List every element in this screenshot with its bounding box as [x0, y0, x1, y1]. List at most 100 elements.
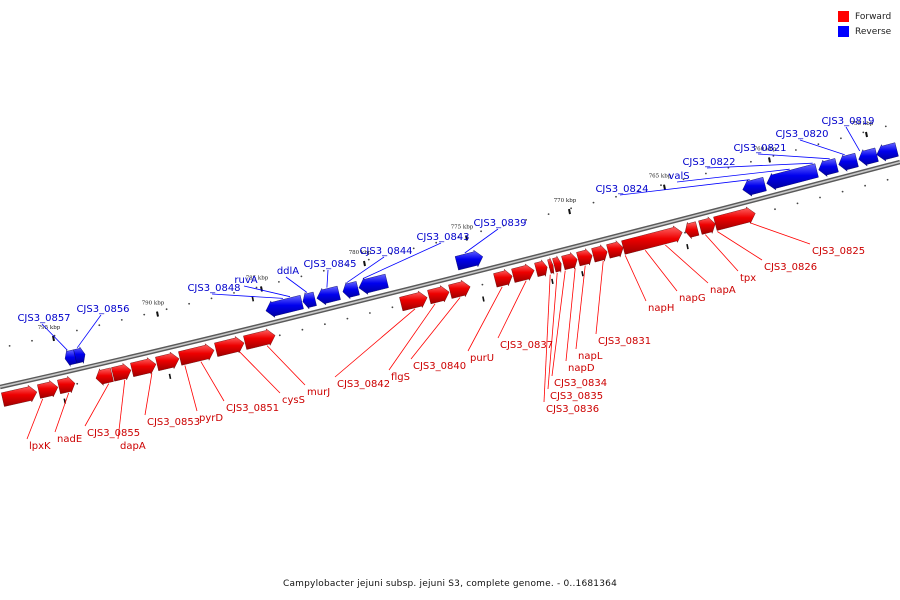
- scale-dot: [233, 292, 235, 294]
- scale-dot: [278, 281, 280, 283]
- gene-forward-14: [427, 285, 450, 305]
- scale-dot: [660, 184, 662, 187]
- scale-dot: [570, 207, 572, 210]
- forward-swatch: [838, 11, 849, 22]
- scale-dot: [143, 313, 146, 316]
- label-napl: napL: [578, 351, 603, 362]
- feature-mark: [551, 278, 554, 285]
- leader-vals: [676, 168, 790, 183]
- gene-forward-2: [685, 221, 700, 239]
- leader-napl: [575, 265, 586, 350]
- gene-reverse-12: [73, 346, 86, 364]
- gene-reverse-6: [454, 249, 484, 271]
- label-cjs3-0824: CJS3_0824: [595, 184, 648, 195]
- label-tpx: tpx: [740, 273, 756, 284]
- gene-forward-0: [713, 206, 756, 231]
- label-lpxk: lpxK: [29, 441, 51, 452]
- legend-reverse: Reverse: [838, 24, 891, 39]
- gene-reverse-0: [876, 142, 899, 162]
- scale-dot: [615, 195, 617, 198]
- scale-dot: [345, 264, 348, 267]
- leader-dapa: [117, 379, 126, 440]
- tick-label-755-kbp: 755 kbp: [851, 121, 874, 127]
- scale-dot: [324, 323, 326, 326]
- leader-cjs3-0839: [464, 228, 499, 254]
- scale-dot: [795, 149, 797, 151]
- label-cjs3-0835: CJS3_0835: [550, 391, 603, 402]
- scale-dot: [817, 143, 820, 146]
- scale-dot: [547, 213, 550, 216]
- gene-forward-21: [111, 362, 132, 382]
- tick-mark: [156, 311, 159, 317]
- leader-nade: [54, 392, 70, 433]
- label-cyss: cysS: [282, 395, 305, 406]
- leader-napd: [565, 268, 576, 362]
- leader-murj: [266, 345, 306, 386]
- scale-dot: [369, 312, 371, 314]
- gene-reverse-3: [818, 158, 839, 178]
- tick-label-770-kbp: 770 kbp: [554, 198, 577, 204]
- tick-mark: [363, 260, 366, 267]
- leader-cjs3-0845: [326, 269, 329, 288]
- legend: Forward Reverse: [838, 9, 891, 39]
- tick-label-790-kbp: 790 kbp: [142, 301, 165, 307]
- gene-reverse-2: [838, 152, 859, 172]
- gene-forward-6: [576, 247, 593, 267]
- legend-forward-label: Forward: [855, 11, 892, 22]
- genome-backbone: [0, 159, 900, 390]
- gene-forward-7: [561, 251, 578, 271]
- label-cjs3-0851: CJS3_0851: [226, 403, 279, 414]
- scale-dot: [301, 328, 304, 331]
- gene-forward-12: [493, 268, 513, 288]
- scale-dot: [684, 231, 686, 234]
- leader-tpx: [705, 234, 739, 272]
- gene-forward-4: [606, 240, 624, 259]
- scale-dot: [819, 196, 821, 199]
- gene-reverse-4: [766, 163, 819, 191]
- scale-dot: [412, 247, 415, 250]
- label-ruva: ruvA: [234, 275, 257, 286]
- tick-label-775-kbp: 775 kbp: [451, 224, 474, 230]
- scale-dot: [76, 329, 78, 332]
- tick-mark: [865, 131, 868, 138]
- label-murj: murJ: [307, 387, 330, 398]
- scale-dot: [705, 172, 707, 175]
- kbp-ticks: 755 kbp 760 kbp 765 kbp 770 kbp 775 kbp 780 k…: [38, 121, 874, 404]
- gene-forward-22: [95, 367, 114, 386]
- scale-dot: [637, 190, 640, 192]
- gene-forward-18: [178, 343, 215, 366]
- leader-ddla: [285, 276, 308, 293]
- scale-dot: [840, 137, 842, 140]
- gene-forward-9: [547, 257, 555, 275]
- leader-cjs3-0819: [845, 126, 861, 152]
- leader-cjs3-0840: [410, 297, 461, 360]
- gene-reverse-10: [302, 291, 317, 310]
- leader-cjs3-0826: [717, 231, 763, 261]
- scale-dot: [8, 345, 11, 347]
- tick-label-785-kbp: 785 kbp: [246, 275, 269, 281]
- label-cjs3-0825: CJS3_0825: [812, 246, 865, 257]
- label-leader-lines: [26, 126, 861, 440]
- scale-dot: [774, 208, 776, 211]
- scale-dot: [322, 269, 325, 272]
- label-nade: nadE: [57, 434, 82, 445]
- leader-napg: [644, 249, 678, 292]
- leader-puru: [467, 286, 503, 352]
- tick-mark: [663, 184, 666, 190]
- leader-pyrd: [184, 365, 198, 412]
- label-cjs3-0831: CJS3_0831: [598, 336, 651, 347]
- label-cjs3-0857: CJS3_0857: [17, 313, 70, 324]
- leader-cjs3-0843: [362, 242, 442, 279]
- scale-dot: [31, 339, 33, 342]
- label-cjs3-0845: CJS3_0845: [303, 259, 356, 270]
- scale-dot: [278, 334, 281, 337]
- gene-forward-17: [214, 335, 245, 357]
- legend-reverse-label: Reverse: [855, 26, 892, 37]
- gene-arrows: [1, 142, 899, 407]
- leader-cjs3-0820: [799, 139, 845, 156]
- tick-mark: [260, 286, 263, 292]
- label-napa: napA: [710, 285, 736, 296]
- gene-forward-13: [448, 279, 471, 299]
- gene-forward-19: [155, 351, 180, 372]
